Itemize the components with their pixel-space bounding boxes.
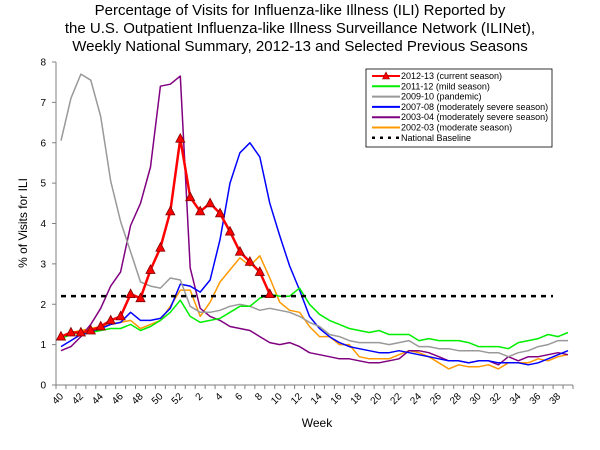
- data-point-2012-13: [85, 324, 96, 335]
- x-tick-label: 18: [349, 391, 365, 407]
- x-tick-label: 2: [194, 391, 206, 403]
- legend-label-2007-08: 2007-08 (moderately severe season): [401, 102, 548, 112]
- x-tick-label: 10: [269, 391, 285, 407]
- x-tick-label: 36: [528, 391, 544, 407]
- y-tick-label: 0: [40, 381, 46, 392]
- data-point-2012-13: [214, 207, 226, 218]
- x-tick-label: 8: [253, 391, 265, 403]
- x-tick-label: 20: [369, 391, 385, 407]
- legend: 2012-13 (current season)2011-12 (mild se…: [365, 68, 553, 148]
- data-point-2012-13: [254, 266, 265, 276]
- series-line-2007-08: [60, 142, 569, 366]
- x-tick-label: 16: [329, 391, 345, 407]
- x-tick-label: 22: [388, 391, 404, 407]
- chart-title-line-3: Weekly National Summary, 2012-13 and Sel…: [72, 38, 528, 55]
- x-tick-label: 30: [468, 391, 484, 407]
- x-tick-label: 38: [548, 391, 564, 407]
- data-point-2012-13: [65, 326, 77, 337]
- x-tick-label: 42: [70, 391, 86, 407]
- chart-title-line-1: Percentage of Visits for Influenza-like …: [94, 2, 506, 19]
- data-point-2012-13: [125, 288, 136, 299]
- data-point-2012-13: [95, 320, 106, 331]
- x-tick-label: 4: [213, 391, 225, 403]
- x-tick-label: 46: [110, 391, 126, 407]
- data-point-2012-13: [105, 314, 116, 325]
- data-point-2012-13: [204, 197, 216, 208]
- data-point-2012-13: [234, 245, 246, 256]
- series-line-2012-13: [60, 137, 271, 338]
- x-tick-label: 6: [233, 391, 245, 403]
- legend-label-2011-12: 2011-12 (mild season): [401, 81, 490, 91]
- x-tick-label: 28: [448, 391, 464, 407]
- y-tick-label: 3: [40, 259, 46, 270]
- x-tick-label: 34: [508, 391, 524, 407]
- data-point-2012-13: [55, 330, 67, 341]
- x-tick-label: 52: [170, 391, 186, 407]
- y-tick-label: 6: [40, 138, 46, 149]
- data-point-2012-13: [155, 241, 166, 252]
- x-tick-label: 24: [408, 391, 424, 407]
- x-tick-label: 44: [90, 391, 106, 407]
- legend-marker-2012-13: [382, 71, 390, 80]
- data-point-2012-13: [264, 288, 275, 299]
- legend-label-2012-13: 2012-13 (current season): [401, 71, 502, 81]
- y-tick-label: 5: [40, 179, 46, 190]
- data-point-2012-13: [165, 205, 176, 216]
- series-line-2002-03: [60, 255, 569, 370]
- y-tick-label: 1: [40, 340, 46, 351]
- chart-title-line-2: the U.S. Outpatient Influenza-like Illne…: [64, 20, 536, 37]
- legend-label-national: National Baseline: [401, 133, 471, 143]
- legend-box: [365, 68, 553, 148]
- x-tick-label: 40: [50, 391, 66, 407]
- chart-title: Percentage of Visits for Influenza-like …: [0, 2, 600, 56]
- data-point-2012-13: [175, 132, 186, 143]
- series-line-2011-12: [60, 287, 569, 350]
- data-point-2012-13: [135, 292, 146, 303]
- y-axis-title: % of Visits for ILI: [16, 178, 30, 268]
- x-tick-label: 32: [488, 391, 504, 407]
- series-group: [55, 73, 569, 370]
- legend-label-2002-03: 2002-03 (moderate season): [401, 123, 512, 133]
- legend-label-2009-10: 2009-10 (pandemic): [401, 92, 482, 102]
- data-point-2012-13: [244, 256, 256, 266]
- x-tick-label: 12: [289, 391, 305, 407]
- data-point-2012-13: [224, 225, 236, 236]
- legend-label-2003-04: 2003-04 (moderately severe season): [401, 112, 548, 122]
- y-tick-label: 4: [40, 219, 46, 230]
- x-tick-label: 48: [130, 391, 146, 407]
- y-tick-label: 8: [40, 58, 46, 69]
- x-tick-label: 26: [428, 391, 444, 407]
- data-point-2012-13: [75, 326, 87, 337]
- y-tick-label: 7: [40, 98, 46, 109]
- data-point-2012-13: [185, 191, 196, 202]
- y-tick-label: 2: [40, 300, 46, 311]
- data-point-2012-13: [194, 205, 206, 216]
- x-axis-title: Week: [302, 416, 333, 430]
- x-tick-label: 14: [309, 391, 325, 407]
- data-point-2012-13: [115, 310, 126, 321]
- data-point-2012-13: [145, 264, 156, 274]
- x-tick-label: 50: [150, 391, 166, 407]
